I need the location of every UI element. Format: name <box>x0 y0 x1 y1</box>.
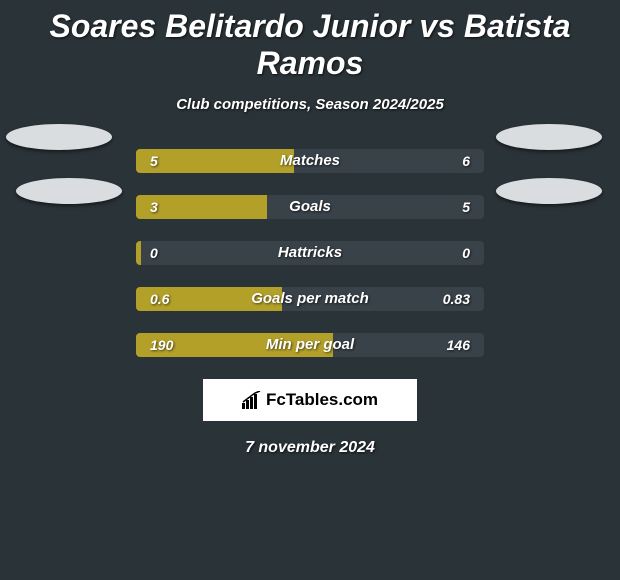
branding-text: FcTables.com <box>266 390 378 410</box>
chart-icon <box>242 391 262 409</box>
player-left-shadow-1 <box>6 124 112 150</box>
stat-metric-label: Goals per match <box>136 287 484 311</box>
stat-row: 56Matches <box>0 149 620 173</box>
comparison-subtitle: Club competitions, Season 2024/2025 <box>0 96 620 113</box>
stat-metric-label: Min per goal <box>136 333 484 357</box>
stat-metric-label: Matches <box>136 149 484 173</box>
stat-row: 35Goals <box>0 195 620 219</box>
stat-metric-label: Goals <box>136 195 484 219</box>
player-right-shadow-1 <box>496 124 602 150</box>
stat-row: 190146Min per goal <box>0 333 620 357</box>
branding-badge: FcTables.com <box>203 379 417 421</box>
stat-row: 0.60.83Goals per match <box>0 287 620 311</box>
comparison-chart: 56Matches 35Goals 00Hattricks 0.60.83Goals … <box>0 149 620 357</box>
generated-date: 7 november 2024 <box>0 439 620 457</box>
stat-row: 00Hattricks <box>0 241 620 265</box>
stat-metric-label: Hattricks <box>136 241 484 265</box>
comparison-title: Soares Belitardo Junior vs Batista Ramos <box>0 0 620 82</box>
